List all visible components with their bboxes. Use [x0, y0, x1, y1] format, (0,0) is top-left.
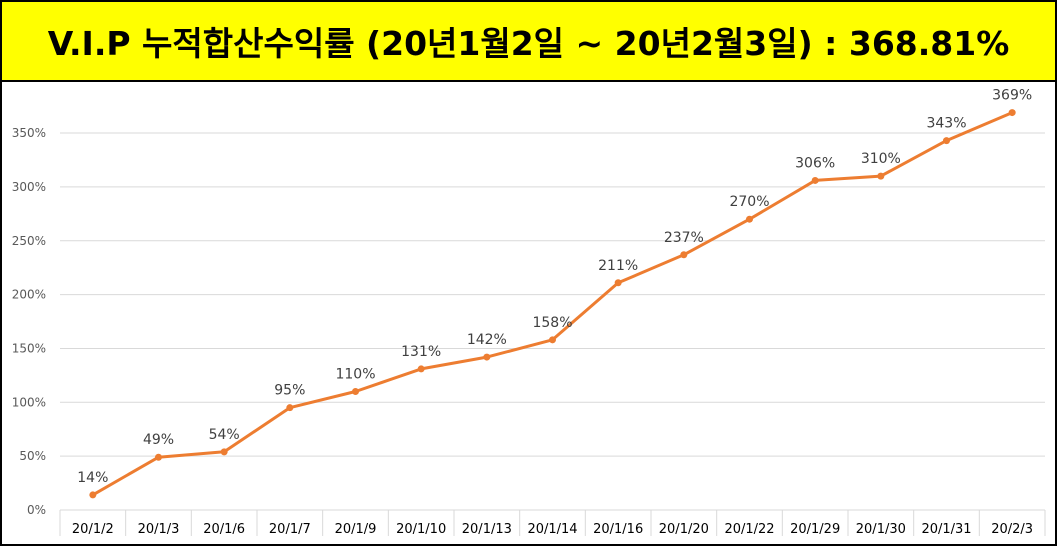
- data-label: 310%: [861, 151, 901, 167]
- x-tick-label: 20/1/29: [790, 522, 840, 537]
- data-labels: 14% 49% 54% 95% 110% 131% 142% 158% 211% 237% 270%…: [77, 88, 1032, 486]
- data-point: [220, 448, 228, 456]
- y-tick-label: 150%: [12, 341, 46, 355]
- data-point: [483, 353, 491, 361]
- title-banner: V.I.P 누적합산수익률 (20년1월2일 ~ 20년2월3일) : 368.…: [2, 2, 1055, 82]
- y-axis-ticks: 0% 50% 100% 150% 200% 250% 300% 350%: [12, 126, 46, 517]
- gridlines: [60, 132, 1045, 511]
- data-label: 142%: [467, 332, 507, 348]
- x-tick-label: 20/1/31: [921, 522, 971, 537]
- data-point: [746, 215, 753, 223]
- data-label: 306%: [795, 155, 835, 171]
- data-point: [352, 388, 359, 396]
- x-tick-label: 20/1/10: [396, 522, 446, 537]
- page-title: V.I.P 누적합산수익률 (20년1월2일 ~ 20년2월3일) : 368.…: [47, 24, 1010, 63]
- data-label: 95%: [274, 383, 305, 399]
- x-tick-label: 20/1/30: [856, 522, 906, 537]
- x-tick-label: 20/1/7: [269, 522, 311, 537]
- data-label: 270%: [729, 194, 769, 210]
- data-label: 49%: [143, 432, 174, 448]
- x-tick-label: 20/1/13: [462, 522, 512, 537]
- chart-area: 0% 50% 100% 150% 200% 250% 300% 350% 20/1/2 20/1…: [2, 82, 1055, 544]
- x-tick-label: 20/1/16: [593, 522, 643, 537]
- x-tick-label: 20/1/14: [527, 522, 577, 537]
- y-tick-label: 50%: [19, 449, 46, 463]
- data-point: [417, 365, 425, 373]
- data-points: [89, 109, 1016, 499]
- data-point: [811, 176, 819, 184]
- data-point: [680, 251, 688, 259]
- data-point: [89, 491, 97, 499]
- data-label: 158%: [532, 315, 572, 331]
- y-tick-label: 250%: [12, 234, 46, 248]
- data-label: 54%: [209, 427, 240, 443]
- data-label: 343%: [926, 116, 966, 132]
- x-axis-ticks: 20/1/2 20/1/3 20/1/6 20/1/7 20/1/9 20/1/10 20/…: [59, 510, 1046, 537]
- data-label: 211%: [598, 258, 638, 274]
- line-chart: 0%50%100%150%200%250%300%350% 20/1/2 20/1…: [12, 88, 1046, 537]
- y-tick-label: 0%: [27, 503, 46, 517]
- data-point: [1008, 109, 1016, 117]
- data-point: [286, 404, 294, 412]
- y-tick-label: 200%: [12, 288, 46, 302]
- x-tick-label: 20/1/20: [659, 522, 709, 537]
- data-point: [877, 172, 885, 180]
- x-tick-label: 20/1/22: [724, 522, 774, 537]
- x-tick-label: 20/2/3: [991, 522, 1033, 537]
- y-tick-label: 350%: [12, 126, 46, 140]
- data-label: 110%: [335, 367, 375, 383]
- data-label: 237%: [664, 230, 704, 246]
- data-label: 131%: [401, 344, 441, 360]
- y-tick-label: 300%: [12, 180, 46, 194]
- x-tick-label: 20/1/2: [72, 522, 114, 537]
- data-label: 14%: [77, 470, 108, 486]
- data-point: [155, 453, 162, 461]
- data-point: [943, 137, 950, 145]
- x-tick-label: 20/1/9: [335, 522, 377, 537]
- x-tick-label: 20/1/6: [203, 522, 245, 537]
- data-label: 369%: [992, 88, 1032, 104]
- y-tick-label: 100%: [12, 395, 46, 409]
- data-point: [549, 336, 556, 344]
- x-tick-label: 20/1/3: [138, 522, 180, 537]
- data-point: [614, 279, 622, 287]
